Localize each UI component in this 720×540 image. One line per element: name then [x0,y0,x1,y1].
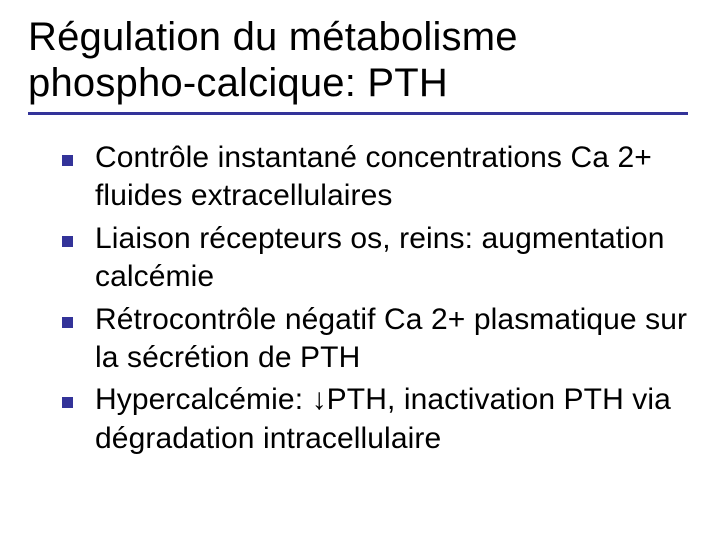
square-bullet-icon [62,236,73,247]
list-item-text: Rétrocontrôle négatif Ca 2+ plasmatique … [95,301,692,378]
square-bullet-icon [62,155,73,166]
slide-title: Régulation du métabolisme phospho-calciq… [28,14,692,106]
square-bullet-icon [62,397,73,408]
title-underline [28,112,688,115]
square-bullet-icon [62,317,73,328]
list-item: Hypercalcémie: ↓PTH, inactivation PTH vi… [62,381,692,458]
list-item-text: Contrôle instantané concentrations Ca 2+… [95,139,692,216]
list-item: Liaison récepteurs os, reins: augmentati… [62,220,692,297]
slide-body: Contrôle instantané concentrations Ca 2+… [28,139,692,458]
list-item: Rétrocontrôle négatif Ca 2+ plasmatique … [62,301,692,378]
list-item-text: Hypercalcémie: ↓PTH, inactivation PTH vi… [95,381,692,458]
list-item: Contrôle instantané concentrations Ca 2+… [62,139,692,216]
list-item-text: Liaison récepteurs os, reins: augmentati… [95,220,692,297]
slide: Régulation du métabolisme phospho-calciq… [0,0,720,540]
